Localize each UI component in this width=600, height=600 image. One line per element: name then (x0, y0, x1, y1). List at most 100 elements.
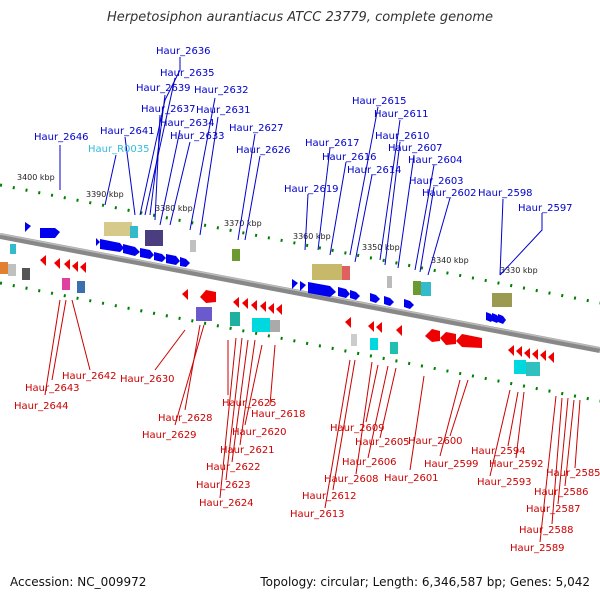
forward-feature-blocks (10, 222, 512, 307)
gene-arrow (182, 289, 188, 300)
gene-arrow (96, 238, 100, 246)
gene-label: Haur_2585 (546, 468, 600, 479)
gene-label: Haur_2611 (374, 109, 429, 120)
gene-label: Haur_2620 (232, 427, 287, 438)
gene-label: Haur_2632 (194, 85, 249, 96)
gene-arrow (338, 287, 350, 298)
ruler-label: 3350 kbp (362, 243, 400, 252)
gene-arrow (516, 346, 522, 357)
forward-genes (25, 222, 506, 324)
gene-arrow (350, 290, 360, 300)
gene-label: Haur_2617 (305, 138, 360, 149)
accession-label: Accession: NC_009972 (10, 575, 147, 589)
gene-arrow (233, 297, 239, 308)
gene-label: Haur_2627 (229, 123, 284, 134)
gene-label: Haur_2601 (384, 473, 439, 484)
gene-arrow (140, 248, 154, 259)
ruler-label: 3390 kbp (86, 190, 124, 199)
gene-arrow (260, 301, 266, 312)
ruler-label: 3330 kbp (500, 266, 538, 275)
gene-label: Haur_2592 (489, 459, 544, 470)
gene-label: Haur_2602 (422, 188, 477, 199)
gene-label: Haur_2589 (510, 543, 565, 554)
gene-label: Haur_2588 (519, 525, 574, 536)
gene-arrow (456, 334, 482, 348)
gene-arrow (242, 298, 248, 309)
gene-label: Haur_2586 (534, 487, 589, 498)
gene-label: Haur_2639 (136, 83, 191, 94)
gene-label: Haur_2630 (120, 374, 175, 385)
gene-arrow (508, 345, 514, 356)
gene-arrow (80, 262, 86, 273)
gene-arrow (300, 281, 306, 291)
gene-label: Haur_2619 (284, 184, 339, 195)
gene-label: Haur_2613 (290, 509, 345, 520)
gene-label: Haur_2618 (251, 409, 306, 420)
gene-arrow (532, 349, 538, 360)
reverse-gene-labels: Haur_2642 Haur_2630 Haur_2643 Haur_2644 … (14, 371, 600, 554)
gene-arrow (25, 222, 31, 232)
gene-arrow (524, 348, 530, 359)
gene-label: Haur_2608 (324, 474, 379, 485)
gene-label: Haur_2604 (408, 155, 463, 166)
gene-label: Haur_2612 (302, 491, 357, 502)
gene-label: Haur_2624 (199, 498, 254, 509)
gene-arrow (251, 300, 257, 311)
forward-gene-labels: Haur_2636 Haur_2635 Haur_2639 Haur_2632 … (34, 46, 573, 214)
gene-label: Haur_2616 (322, 152, 377, 163)
gene-label: Haur_2614 (347, 165, 402, 176)
gene-arrow (200, 290, 216, 303)
gene-label: Haur_2644 (14, 401, 69, 412)
gene-arrow (370, 293, 380, 303)
gene-label: Haur_2643 (25, 383, 80, 394)
genome-backbone (0, 233, 600, 353)
gene-arrow (40, 255, 46, 266)
gene-label: Haur_2597 (518, 203, 573, 214)
genome-title: Herpetosiphon aurantiacus ATCC 23779, co… (106, 10, 494, 25)
gene-arrow (276, 304, 282, 315)
gene-arrow (64, 259, 70, 270)
gene-label: Haur_2598 (478, 188, 533, 199)
gene-arrow (40, 228, 60, 238)
gene-arrow (180, 257, 190, 267)
gene-label: Haur_2637 (141, 104, 196, 115)
gene-label: Haur_2605 (355, 437, 410, 448)
gene-label: Haur_2600 (408, 436, 463, 447)
gene-arrow (368, 321, 374, 332)
gene-label: Haur_2641 (100, 126, 155, 137)
gene-arrow (548, 352, 554, 363)
gene-arrow (376, 322, 382, 333)
gene-label: Haur_2622 (206, 462, 261, 473)
gene-label: Haur_2607 (388, 143, 443, 154)
gene-arrow (345, 317, 351, 328)
reverse-feature-blocks (0, 262, 540, 376)
gene-arrow (384, 296, 394, 306)
gene-label: Haur_2621 (220, 445, 275, 456)
gene-arrow (154, 252, 166, 262)
gene-arrow (540, 350, 546, 361)
gene-arrow (72, 261, 78, 272)
gene-label: Haur_2606 (342, 457, 397, 468)
gene-label: Haur_2628 (158, 413, 213, 424)
gene-label: Haur_2610 (375, 131, 430, 142)
gene-arrow (100, 239, 124, 252)
gene-label: Haur_2615 (352, 96, 407, 107)
gene-arrow (166, 254, 180, 265)
ruler-label: 3400 kbp (17, 173, 55, 182)
gene-label: Haur_2629 (142, 430, 197, 441)
gene-label: Haur_2633 (170, 131, 225, 142)
gene-label: Haur_2594 (471, 446, 526, 457)
ruler-label: 3340 kbp (431, 256, 469, 265)
ruler-label: 3360 kbp (293, 232, 331, 241)
gene-label: Haur_2635 (160, 68, 215, 79)
gene-label: Haur_2599 (424, 459, 479, 470)
gene-arrow (425, 329, 440, 342)
gene-label: Haur_2593 (477, 477, 532, 488)
gene-arrow (54, 258, 60, 269)
gene-arrow (268, 303, 274, 314)
reverse-genes (40, 255, 554, 363)
gene-label: Haur_2609 (330, 423, 385, 434)
reverse-leaders (44, 299, 581, 543)
gene-arrow (308, 282, 336, 297)
